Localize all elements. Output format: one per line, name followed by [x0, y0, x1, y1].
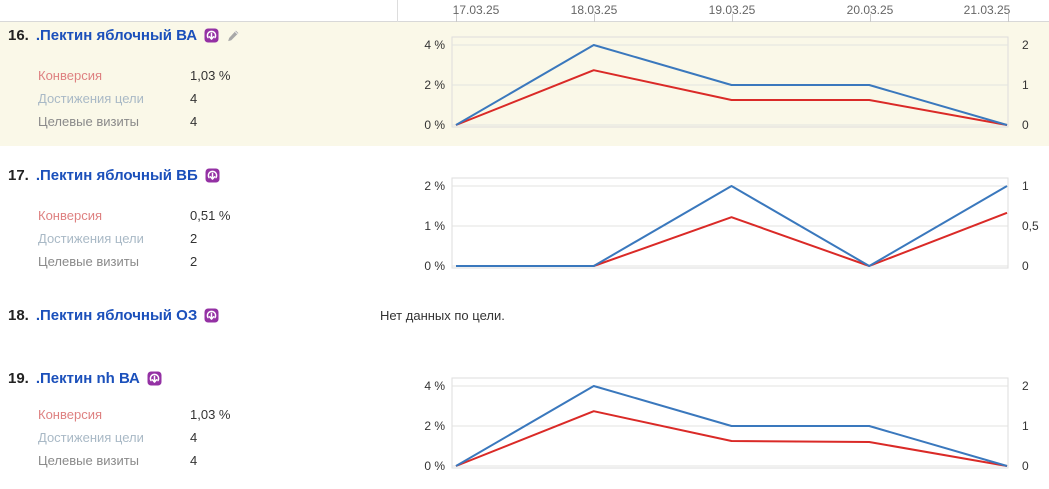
metric-value: 2	[190, 254, 198, 269]
metric-value: 1,03 %	[190, 407, 231, 422]
goal-title-line: 17. .Пектин яблочный ВБ	[8, 167, 220, 184]
metric-conversion: Конверсия 1,03 %	[38, 407, 398, 422]
metric-goal-visits: Целевые визиты 4	[38, 453, 398, 468]
svg-text:2: 2	[1022, 38, 1029, 52]
goal-number: 16.	[8, 27, 29, 44]
date-tick	[1008, 14, 1009, 22]
metric-label: Целевые визиты	[38, 254, 140, 269]
date-label: 20.03.25	[846, 3, 894, 17]
svg-text:0,5: 0,5	[1022, 219, 1039, 233]
metric-value: 4	[190, 453, 198, 468]
svg-text:0: 0	[1022, 259, 1029, 273]
svg-text:0 %: 0 %	[424, 118, 445, 132]
goal-title-line: 18. .Пектин яблочный ОЗ	[8, 307, 219, 324]
svg-text:1: 1	[1022, 78, 1029, 92]
metric-label: Конверсия	[38, 407, 103, 422]
goal-trend-chart: 2 % 1 % 0 % 1 0,5 0	[424, 177, 1039, 273]
goal-title-link[interactable]: .Пектин яблочный ВА	[35, 27, 198, 44]
svg-text:0 %: 0 %	[424, 459, 445, 473]
date-label: 17.03.25	[452, 3, 500, 17]
column-divider	[397, 0, 398, 22]
metric-goal-reaches: Достижения цели 2	[38, 231, 398, 246]
metric-label: Достижения цели	[38, 430, 144, 445]
date-label: 19.03.25	[708, 3, 756, 17]
date-label: 18.03.25	[570, 3, 618, 17]
svg-text:1: 1	[1022, 419, 1029, 433]
goal-title-link[interactable]: .Пектин яблочный ОЗ	[35, 307, 198, 324]
date-axis-header: 17.03.25 18.03.25 19.03.25 20.03.25 21.03.25	[0, 0, 1049, 22]
svg-text:2: 2	[1022, 379, 1029, 393]
metric-goal-reaches: Достижения цели 4	[38, 430, 398, 445]
goal-row-16: 16. .Пектин яблочный ВА Конверсия 1,03 %	[0, 22, 1049, 146]
goal-number: 18.	[8, 307, 29, 324]
svg-text:2 %: 2 %	[424, 419, 445, 433]
retargeting-icon[interactable]	[147, 371, 162, 386]
svg-text:4 %: 4 %	[424, 38, 445, 52]
metric-value: 4	[190, 430, 198, 445]
metric-goal-reaches: Достижения цели 4	[38, 91, 398, 106]
date-tick	[870, 14, 871, 22]
metric-label: Целевые визиты	[38, 114, 140, 129]
goal-row-18: 18. .Пектин яблочный ОЗ Нет данных по це…	[0, 287, 1049, 350]
metric-label: Конверсия	[38, 68, 103, 83]
goal-number: 19.	[8, 370, 29, 387]
metric-value: 4	[190, 91, 198, 106]
date-tick	[594, 14, 595, 22]
goal-title-link[interactable]: .Пектин nh ВА	[35, 370, 140, 387]
metric-label: Конверсия	[38, 208, 103, 223]
retargeting-icon[interactable]	[205, 168, 220, 183]
no-data-message: Нет данных по цели.	[380, 308, 505, 323]
metric-conversion: Конверсия 1,03 %	[38, 68, 398, 83]
goal-row-19: 19. .Пектин nh ВА Конверсия 1,03 % Дости…	[0, 350, 1049, 489]
svg-text:4 %: 4 %	[424, 379, 445, 393]
svg-text:0 %: 0 %	[424, 259, 445, 273]
metric-value: 0,51 %	[190, 208, 231, 223]
retargeting-icon[interactable]	[204, 308, 219, 323]
date-tick	[456, 14, 457, 22]
metric-value: 1,03 %	[190, 68, 231, 83]
svg-text:1: 1	[1022, 179, 1029, 193]
metric-label: Достижения цели	[38, 231, 144, 246]
goal-row-17: 17. .Пектин яблочный ВБ Конверсия 0,51 %…	[0, 146, 1049, 287]
edit-pencil-icon[interactable]	[226, 29, 240, 43]
date-label: 21.03.25	[963, 3, 1011, 17]
metric-conversion: Конверсия 0,51 %	[38, 208, 398, 223]
metric-value: 4	[190, 114, 198, 129]
goal-title-line: 19. .Пектин nh ВА	[8, 370, 162, 387]
goal-trend-chart: 4 % 2 % 0 % 2 1 0	[424, 36, 1029, 132]
retargeting-icon[interactable]	[204, 28, 219, 43]
goal-trend-chart: 4 % 2 % 0 % 2 1 0	[424, 377, 1029, 473]
svg-text:0: 0	[1022, 459, 1029, 473]
metric-label: Достижения цели	[38, 91, 144, 106]
svg-text:1 %: 1 %	[424, 219, 445, 233]
metric-label: Целевые визиты	[38, 453, 140, 468]
metric-goal-visits: Целевые визиты 4	[38, 114, 398, 129]
metric-value: 2	[190, 231, 198, 246]
goal-title-link[interactable]: .Пектин яблочный ВБ	[35, 167, 198, 184]
svg-text:2 %: 2 %	[424, 179, 445, 193]
metric-goal-visits: Целевые визиты 2	[38, 254, 398, 269]
svg-text:2 %: 2 %	[424, 78, 445, 92]
goal-title-line: 16. .Пектин яблочный ВА	[8, 27, 240, 44]
svg-text:0: 0	[1022, 118, 1029, 132]
date-tick	[732, 14, 733, 22]
goal-number: 17.	[8, 167, 29, 184]
